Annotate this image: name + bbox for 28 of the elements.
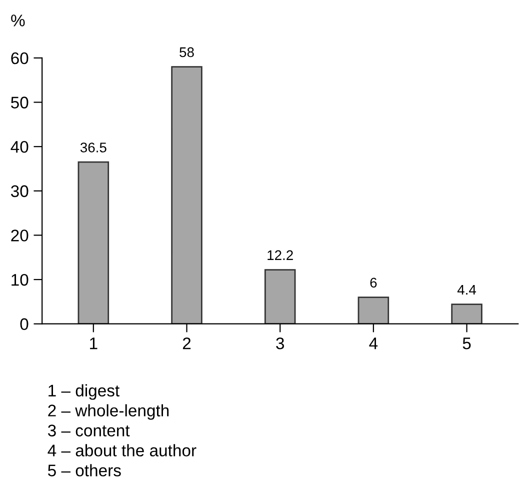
text: 4 – about the author <box>48 444 196 456</box>
data-label: 4.4 <box>457 284 476 295</box>
text: 3 – content <box>48 424 130 436</box>
text: 2 – whole-length <box>48 404 169 420</box>
text: 5 – others <box>48 464 121 476</box>
y-tick-label: 60 <box>11 52 28 64</box>
data-label: 36.5 <box>80 142 106 152</box>
data-label: 6 <box>370 278 377 288</box>
bar <box>171 66 202 324</box>
bar <box>264 269 296 324</box>
y-tick-label: 40 <box>10 140 28 153</box>
bar <box>358 296 390 324</box>
data-label: 12.2 <box>268 250 293 260</box>
x-tick-label: 2 <box>182 337 191 350</box>
y-tick-label: 0 <box>20 318 28 330</box>
x-tick-label: 4 <box>369 338 378 350</box>
y-tick-label: 10 <box>12 274 28 286</box>
bar <box>451 304 482 324</box>
x-tick-label: 5 <box>462 338 471 350</box>
x-tick-label: 3 <box>276 337 284 350</box>
y-tick-label: 20 <box>11 230 28 242</box>
bar <box>78 161 110 324</box>
y-tick-label: 50 <box>11 96 28 108</box>
text: 1 – digest <box>48 384 120 400</box>
data-label: 58 <box>180 47 194 58</box>
x-tick-label: 1 <box>90 338 98 350</box>
y-axis-title: % <box>11 14 25 26</box>
y-tick-label: 30 <box>10 185 28 198</box>
